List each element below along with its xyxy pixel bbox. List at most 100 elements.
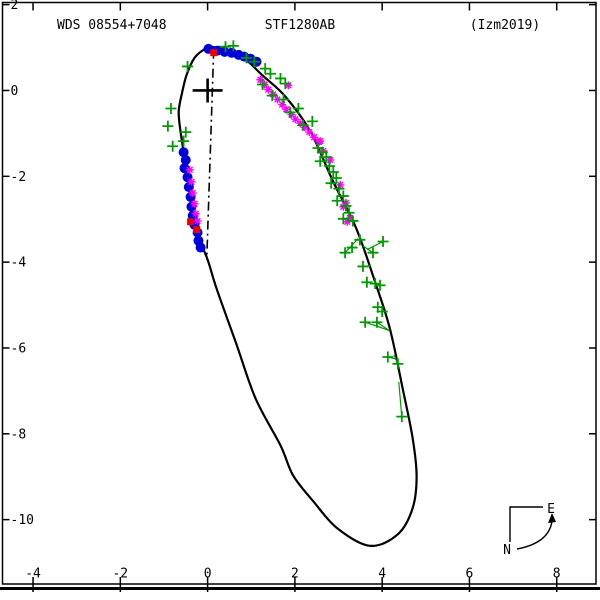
measure-circle — [180, 154, 191, 165]
x-tick-label: 6 — [466, 567, 474, 582]
x-tick-label: 4 — [378, 567, 386, 582]
x-tick-label: 0 — [204, 567, 212, 582]
measure-asterisk — [336, 180, 345, 189]
y-tick-label: -10 — [11, 513, 34, 528]
primary-star — [192, 78, 223, 103]
measure-plus — [327, 166, 339, 178]
compass-rose: NE — [503, 502, 556, 558]
measure-plus — [376, 305, 388, 317]
measure-plus — [369, 278, 381, 290]
measure-plus — [266, 90, 278, 102]
measure-asterisk — [191, 209, 200, 218]
measure-plus — [337, 190, 349, 202]
primary-star-cross — [192, 78, 223, 103]
series-red-filled-squares — [187, 49, 218, 234]
measure-asterisk — [326, 155, 335, 164]
measure-square — [187, 218, 195, 226]
measure-asterisk — [185, 165, 194, 174]
measure-plus — [264, 68, 276, 80]
y-tick-label: -6 — [11, 341, 27, 356]
axis-tick-labels: -4 -2 0 2 4 6 8 2 0 -2 -4 -6 -8 -10 — [11, 0, 561, 582]
y-tick-label: -8 — [11, 427, 27, 442]
measure-plus — [330, 172, 342, 184]
measure-plus — [367, 247, 379, 259]
measure-plus — [333, 183, 345, 195]
measure-plus — [314, 155, 326, 167]
measure-square — [210, 49, 218, 57]
measure-asterisk — [310, 133, 319, 142]
y-tick-label: 2 — [11, 0, 19, 13]
measure-plus — [361, 276, 373, 288]
measure-plus — [371, 316, 383, 328]
node-line — [205, 49, 215, 260]
measure-asterisk — [282, 105, 291, 114]
measure-asterisk — [264, 85, 273, 94]
measure-plus — [274, 72, 286, 84]
measure-plus — [382, 351, 394, 363]
measure-square — [193, 226, 201, 234]
measure-plus — [165, 103, 177, 114]
measure-plus — [167, 140, 179, 152]
measure-plus — [182, 60, 194, 72]
x-tick-label: 2 — [291, 567, 299, 582]
measure-plus — [248, 56, 260, 68]
measure-plus — [396, 411, 408, 423]
measure-asterisk — [256, 75, 265, 84]
orbit-reference: (Izm2019) — [469, 18, 541, 33]
measure-plus — [278, 93, 290, 105]
measure-asterisk — [287, 110, 296, 119]
series-green-plus-crosses — [162, 40, 408, 423]
measure-plus — [180, 126, 192, 138]
measure-circle — [179, 163, 190, 174]
measure-plus — [347, 215, 359, 227]
residual-line — [366, 241, 384, 251]
residual-line — [362, 245, 374, 254]
measure-plus — [323, 160, 335, 172]
measure-plus — [259, 63, 271, 75]
residual-line — [398, 381, 403, 417]
y-tick-label: -4 — [11, 256, 27, 271]
measure-plus — [325, 177, 337, 189]
residual-lines — [344, 238, 403, 417]
residual-line — [376, 321, 390, 331]
measure-asterisk — [300, 123, 309, 132]
measure-asterisk — [296, 119, 305, 128]
measure-plus — [357, 260, 369, 272]
measure-plus — [306, 115, 318, 127]
measure-plus — [346, 242, 358, 254]
measure-plus — [340, 200, 352, 212]
measure-asterisk — [187, 177, 196, 186]
compass-arrow-arc — [516, 520, 553, 550]
measure-asterisk — [316, 137, 325, 146]
measure-asterisk — [188, 189, 197, 198]
measure-plus — [320, 151, 332, 163]
measure-plus — [297, 119, 309, 131]
x-tick-label: 8 — [553, 567, 561, 582]
measure-asterisk — [305, 128, 314, 137]
measure-plus — [337, 213, 349, 225]
measure-circle — [195, 242, 206, 253]
measure-plus — [162, 120, 174, 132]
measure-plus — [292, 103, 304, 114]
wds-identifier: WDS 08554+7048 — [57, 18, 167, 33]
compass-arrow-head — [548, 513, 556, 523]
measure-plus — [343, 207, 355, 219]
compass-north-label: N — [503, 543, 511, 558]
measure-plus — [284, 106, 296, 118]
compass-axes — [509, 506, 543, 542]
measure-plus — [392, 358, 404, 370]
measure-asterisk — [284, 81, 293, 90]
measure-asterisk — [291, 115, 300, 124]
measure-plus — [240, 52, 252, 64]
measure-plus — [178, 135, 190, 147]
measure-plus — [339, 247, 351, 259]
measure-asterisk — [190, 199, 199, 208]
measure-plus — [374, 279, 386, 291]
measure-circle — [178, 147, 189, 158]
measure-asterisk — [343, 217, 352, 226]
axis-ticks — [2, 2, 596, 592]
y-tick-label: 0 — [11, 84, 19, 99]
